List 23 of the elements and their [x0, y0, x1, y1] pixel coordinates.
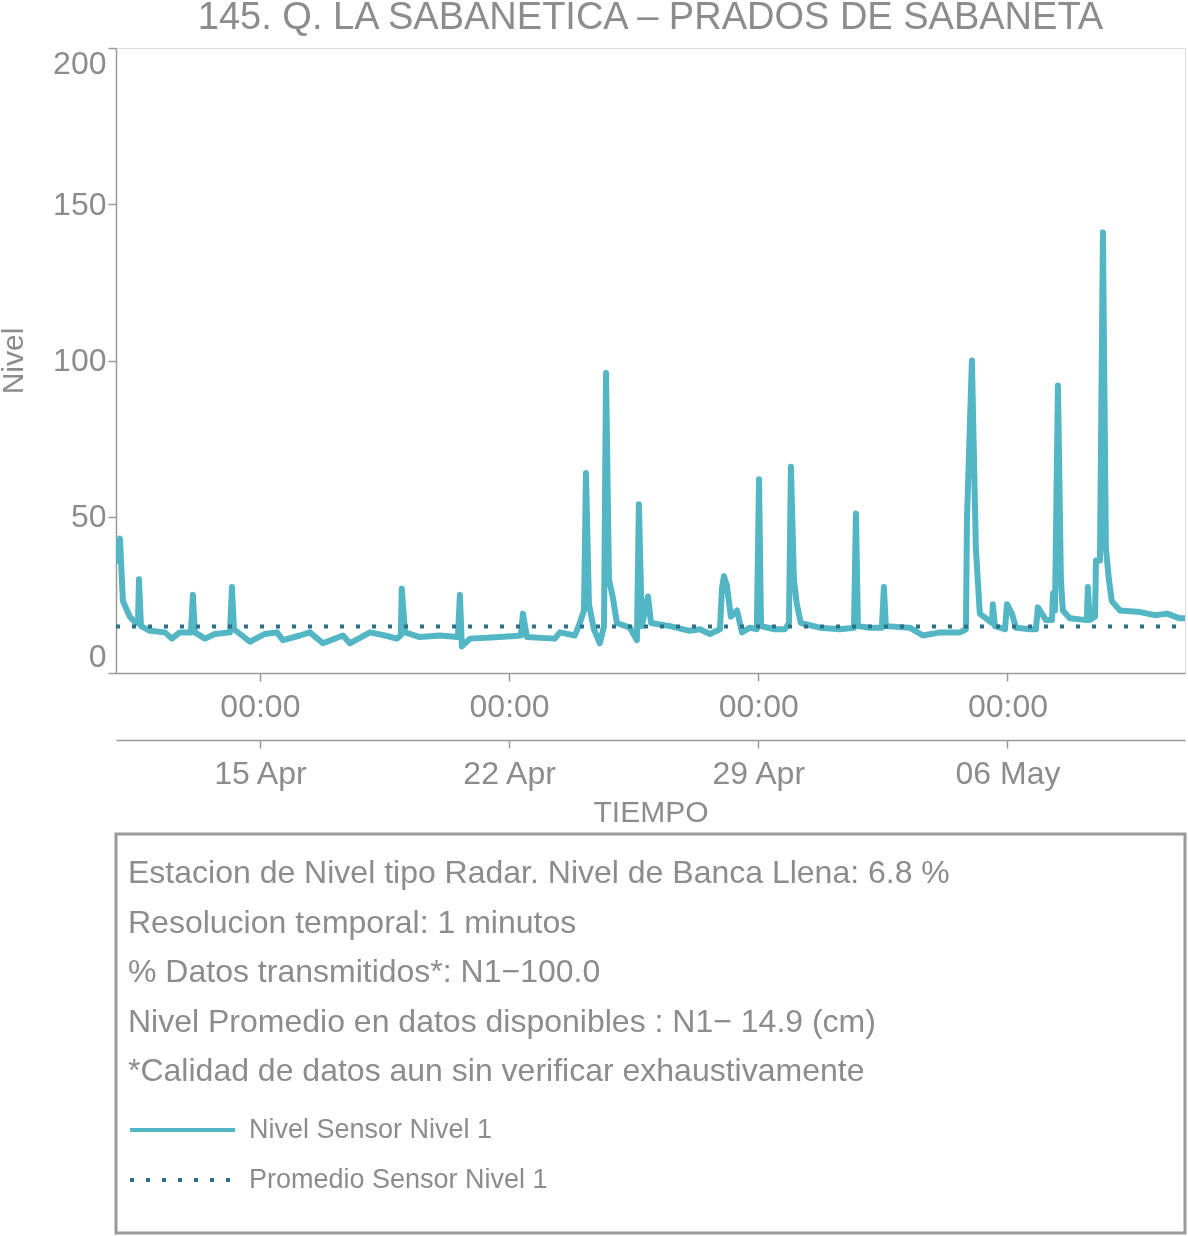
text: Nivel Promedio en datos disponibles : N1− 14.9 (cm) [128, 1002, 876, 1039]
x2-tick-label: 15 Apr [214, 754, 307, 791]
legend-label: Promedio Sensor Nivel 1 [249, 1164, 548, 1194]
legend-label: Nivel Sensor Nivel 1 [249, 1114, 493, 1144]
text: Resolucion temporal: 1 minutos [128, 903, 577, 940]
y-tick-label: 100 [53, 342, 107, 378]
x2-tick-label: 06 May [955, 754, 1061, 791]
x-tick-label: 00:00 [220, 687, 301, 724]
text: % Datos transmitidos*: N1−100.0 [128, 953, 601, 989]
x-tick-label: 00:00 [469, 687, 550, 724]
y-tick-label: 50 [70, 498, 107, 535]
x2-tick-label: 29 Apr [712, 754, 806, 791]
y-tick-label: 200 [53, 44, 107, 81]
text: Estacion de Nivel tipo Radar. Nivel de Banca Llena: 6.8 % [128, 854, 950, 890]
x-tick-label: 00:00 [967, 687, 1049, 724]
y-tick-label: 150 [53, 185, 107, 222]
x-tick-label: 00:00 [718, 687, 799, 724]
y-axis-title: Nivel [0, 327, 30, 395]
text: *Calidad de datos aun sin verificar exhaustivamente [128, 1052, 865, 1088]
y-tick-label: 0 [88, 637, 107, 674]
x-axis-title: TIEMPO [593, 794, 709, 828]
chart-title: 145. Q. LA SABANETICA – PRADOS DE SABANETA [197, 0, 1104, 37]
x2-tick-label: 22 Apr [463, 754, 557, 791]
